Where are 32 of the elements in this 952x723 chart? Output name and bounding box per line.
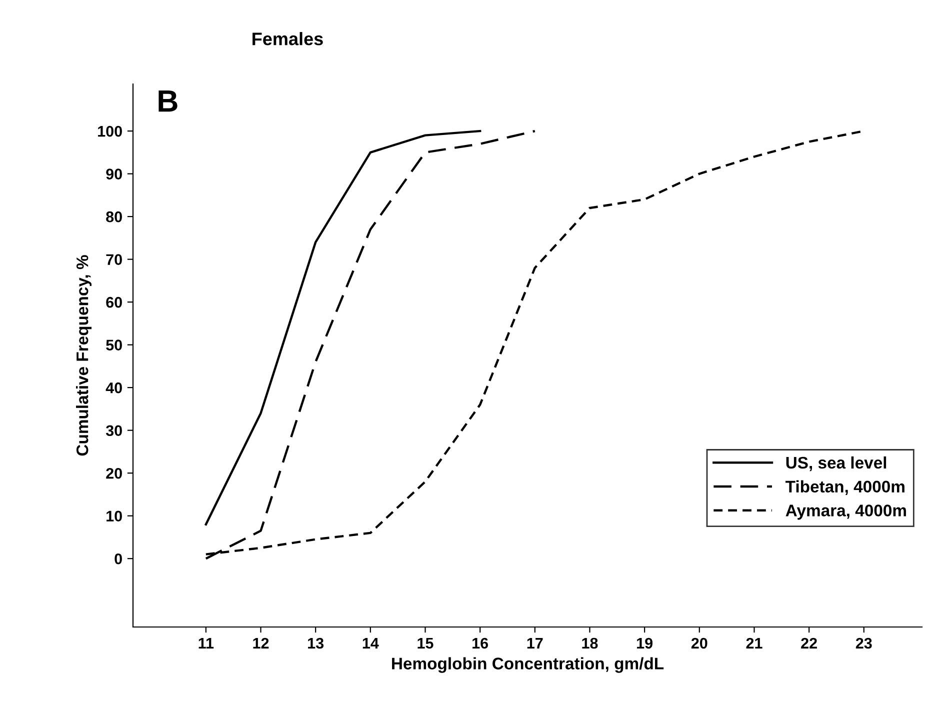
- y-tick-label: 90: [106, 168, 122, 180]
- x-tick-label: 23: [856, 638, 872, 649]
- y-tick-label: 30: [106, 425, 122, 436]
- y-tick-label: 40: [106, 382, 122, 394]
- x-tick-label: 19: [637, 638, 652, 649]
- annotation: B: [158, 90, 178, 112]
- legend-label: Tibetan, 4000m: [786, 480, 904, 495]
- x-tick-label: 16: [472, 638, 488, 649]
- x-tick-label: 14: [362, 638, 379, 648]
- x-tick-label: 21: [746, 638, 762, 648]
- legend-label: Aymara, 4000m: [786, 504, 906, 520]
- x-axis-title: Hemoglobin Concentration, gm/dL: [392, 657, 664, 673]
- x-tick-label: 18: [582, 638, 598, 649]
- y-tick-label: 70: [106, 254, 122, 265]
- line-series: [204, 130, 482, 526]
- y-tick-label: 10: [106, 510, 122, 522]
- x-tick-label: 11: [198, 638, 214, 648]
- x-tick-label: 13: [308, 638, 324, 649]
- x-tick-label: 12: [253, 638, 269, 648]
- y-tick-label: 60: [106, 296, 122, 308]
- y-tick-label: 80: [106, 211, 122, 222]
- chart-title: Females: [252, 32, 323, 46]
- x-tick-label: 15: [418, 638, 434, 649]
- x-tick-label: 22: [801, 638, 817, 648]
- y-tick-label: 100: [98, 126, 122, 137]
- x-tick-label: 20: [691, 638, 708, 649]
- x-tick-label: 17: [527, 638, 543, 648]
- legend-label: US, sea level: [786, 456, 886, 472]
- y-axis-title: Cumulative Frequency, %: [76, 255, 92, 456]
- y-tick-label: 50: [106, 340, 122, 350]
- y-tick-label: 20: [106, 468, 122, 479]
- y-tick-label: 0: [114, 553, 122, 564]
